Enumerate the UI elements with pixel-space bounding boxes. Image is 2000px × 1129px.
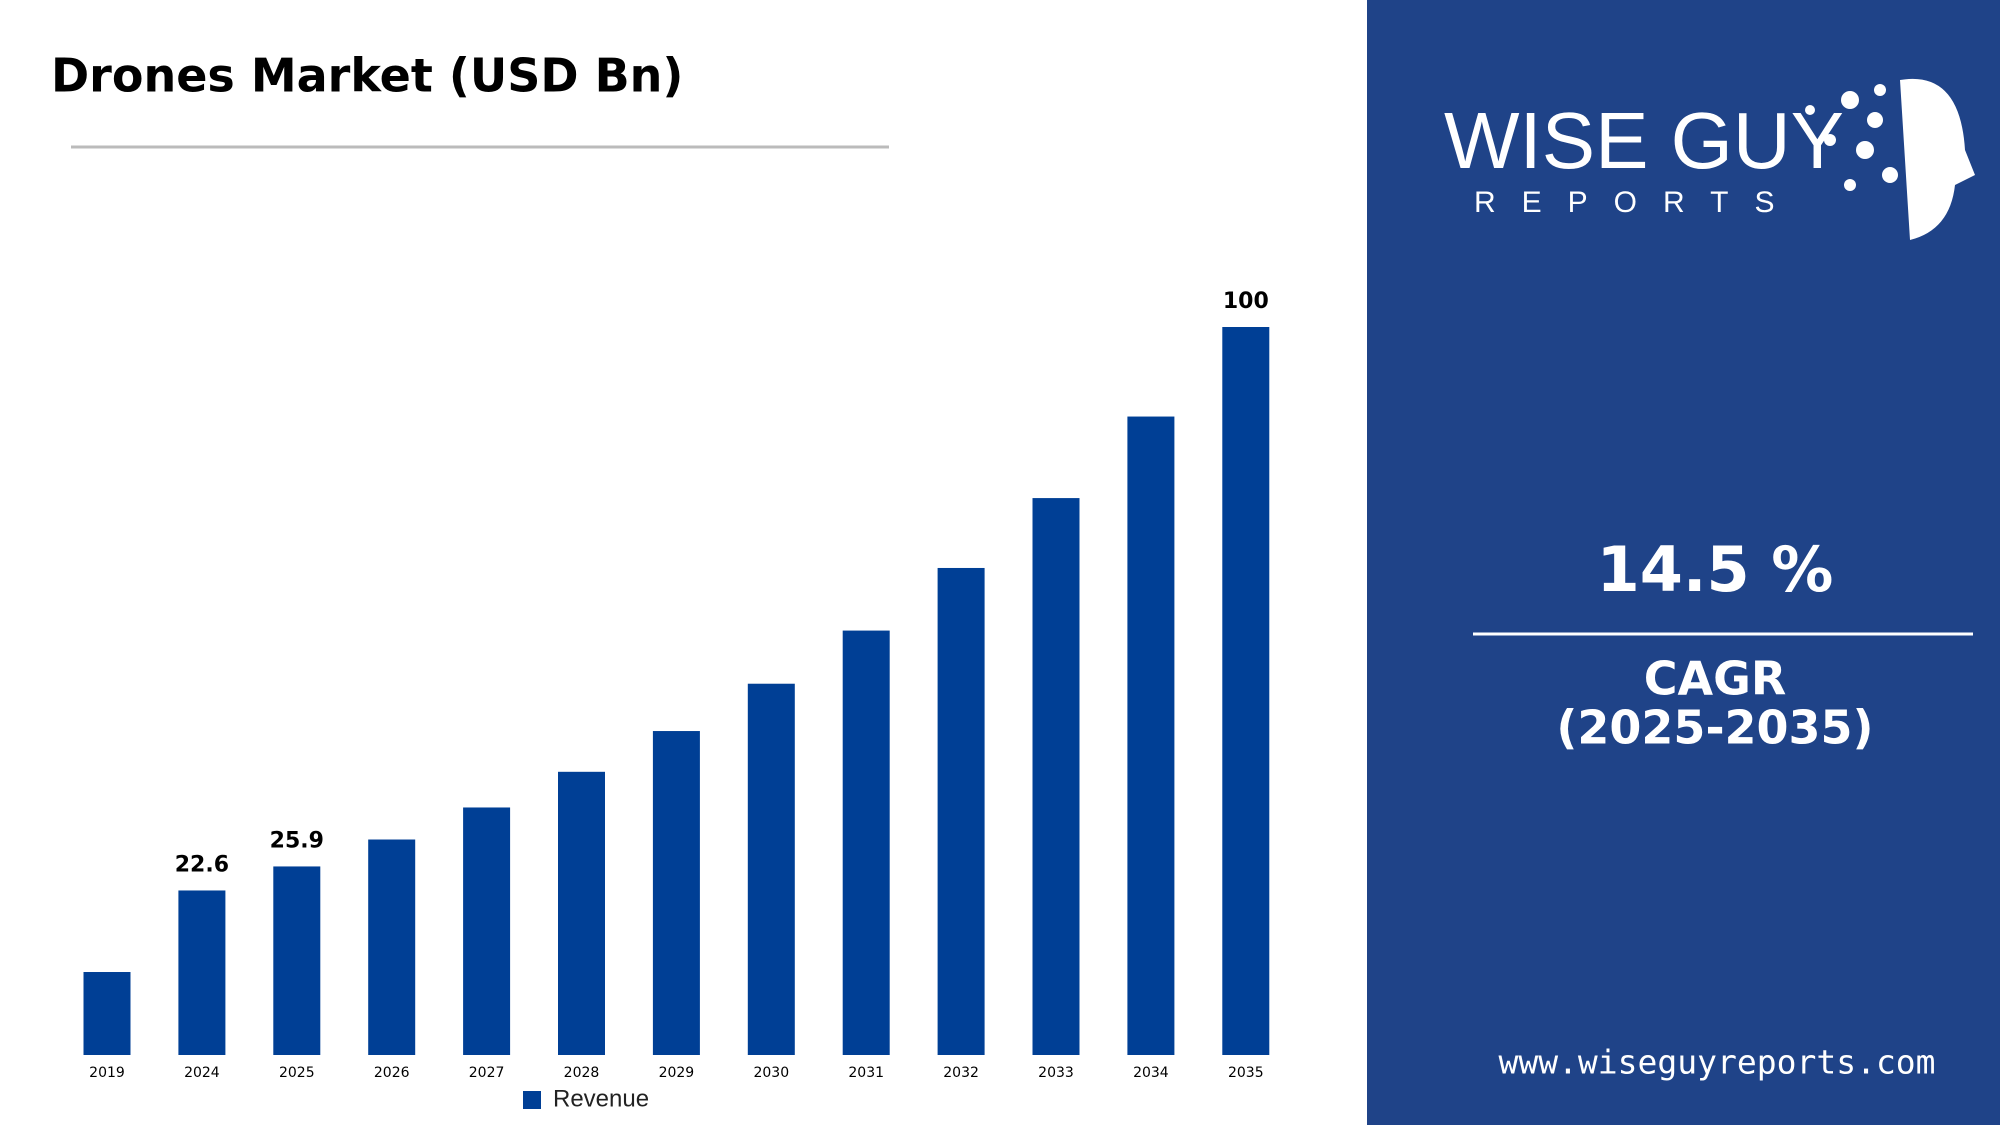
brand-tagline: REPORTS [1474, 186, 1800, 219]
cagr-period: (2025-2035) [1556, 701, 1873, 755]
bar [747, 683, 795, 1055]
x-tick-label: 2029 [659, 1065, 695, 1081]
x-tick-label: 2033 [1038, 1065, 1074, 1081]
x-tick-label: 2030 [753, 1065, 789, 1081]
bar [463, 807, 511, 1055]
brand-url: www.wiseguyreports.com [1498, 1043, 1935, 1082]
bar [178, 890, 226, 1055]
x-tick-label: 2031 [848, 1065, 884, 1081]
value-label: 22.6 [175, 852, 229, 877]
chart-title: Drones Market (USD Bn) [51, 49, 683, 103]
x-tick-label: 2035 [1228, 1065, 1264, 1081]
legend-label: Revenue [553, 1085, 649, 1112]
value-label: 100 [1223, 289, 1269, 314]
cagr-label: CAGR [1644, 652, 1787, 706]
bar [652, 731, 700, 1055]
bar [368, 839, 416, 1055]
legend-swatch [523, 1091, 541, 1109]
x-tick-label: 2024 [184, 1065, 220, 1081]
bar [842, 630, 890, 1055]
logo-dots [1805, 78, 1975, 240]
x-tick-label: 2034 [1133, 1065, 1169, 1081]
brand-name: WISE GUY [1444, 96, 1844, 185]
x-tick-label: 2025 [279, 1065, 315, 1081]
info-panel [1367, 0, 2000, 1125]
value-label: 25.9 [270, 828, 324, 853]
bar [83, 972, 131, 1055]
x-tick-label: 2026 [374, 1065, 410, 1081]
bar [1222, 327, 1270, 1055]
x-tick-label: 2019 [89, 1065, 125, 1081]
bar [558, 771, 605, 1055]
x-tick-label: 2032 [943, 1065, 979, 1081]
bar [1127, 416, 1175, 1055]
bar [1032, 498, 1080, 1056]
bar [937, 567, 985, 1055]
bar [273, 866, 321, 1055]
x-tick-label: 2028 [564, 1065, 600, 1081]
x-tick-label: 2027 [469, 1065, 505, 1081]
cagr-value: 14.5 % [1597, 533, 1834, 606]
